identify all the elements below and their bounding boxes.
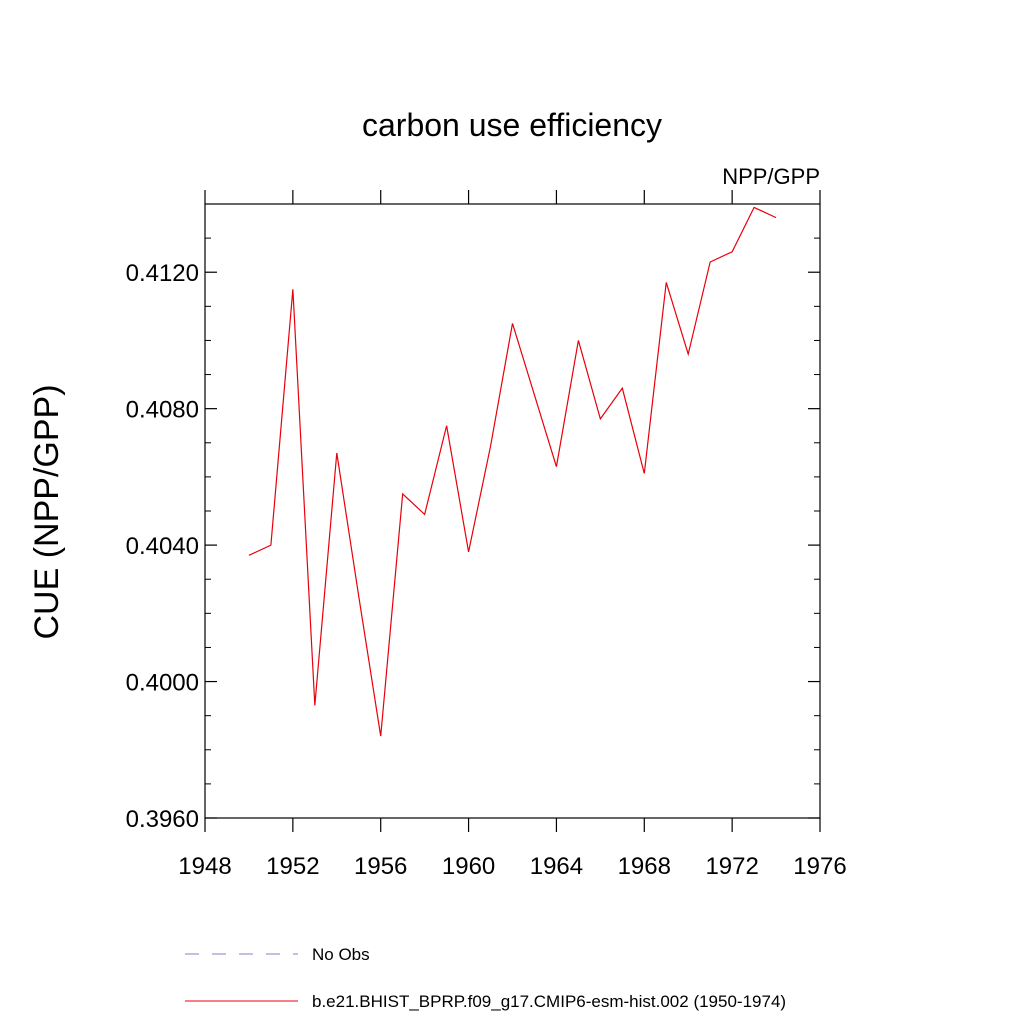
chart-title: carbon use efficiency: [362, 107, 662, 143]
plot-area: 0.3960 0.4000 0.4040 0.4080 0.4120 1948 1952 19…: [126, 190, 847, 880]
x-tick-label: 1964: [530, 853, 583, 880]
x-tick-label: 1948: [178, 853, 231, 880]
legend: No Obs b.e21.BHIST_BPRP.f09_g17.CMIP6-esm…: [185, 945, 786, 1011]
y-tick-label: 0.4040: [126, 533, 199, 560]
y-tick-label: 0.3960: [126, 806, 199, 833]
x-tick-label: 1952: [266, 853, 319, 880]
legend-label: b.e21.BHIST_BPRP.f09_g17.CMIP6-esm-hist.…: [312, 992, 786, 1011]
series-line: [248, 206, 777, 737]
legend-label: No Obs: [312, 945, 370, 964]
x-tick-label: 1960: [442, 853, 495, 880]
plot-frame: [204, 203, 821, 819]
x-tick-label: 1968: [618, 853, 671, 880]
x-tick-label: 1956: [354, 853, 407, 880]
y-tick-label: 0.4000: [126, 670, 199, 697]
y-tick-label: 0.4120: [126, 260, 199, 287]
y-axis-label: CUE (NPP/GPP): [28, 384, 66, 639]
x-tick-label: 1976: [793, 853, 846, 880]
y-tick-label: 0.4080: [126, 397, 199, 424]
x-tick-label: 1972: [705, 853, 758, 880]
chart-subtitle: NPP/GPP: [722, 164, 820, 189]
